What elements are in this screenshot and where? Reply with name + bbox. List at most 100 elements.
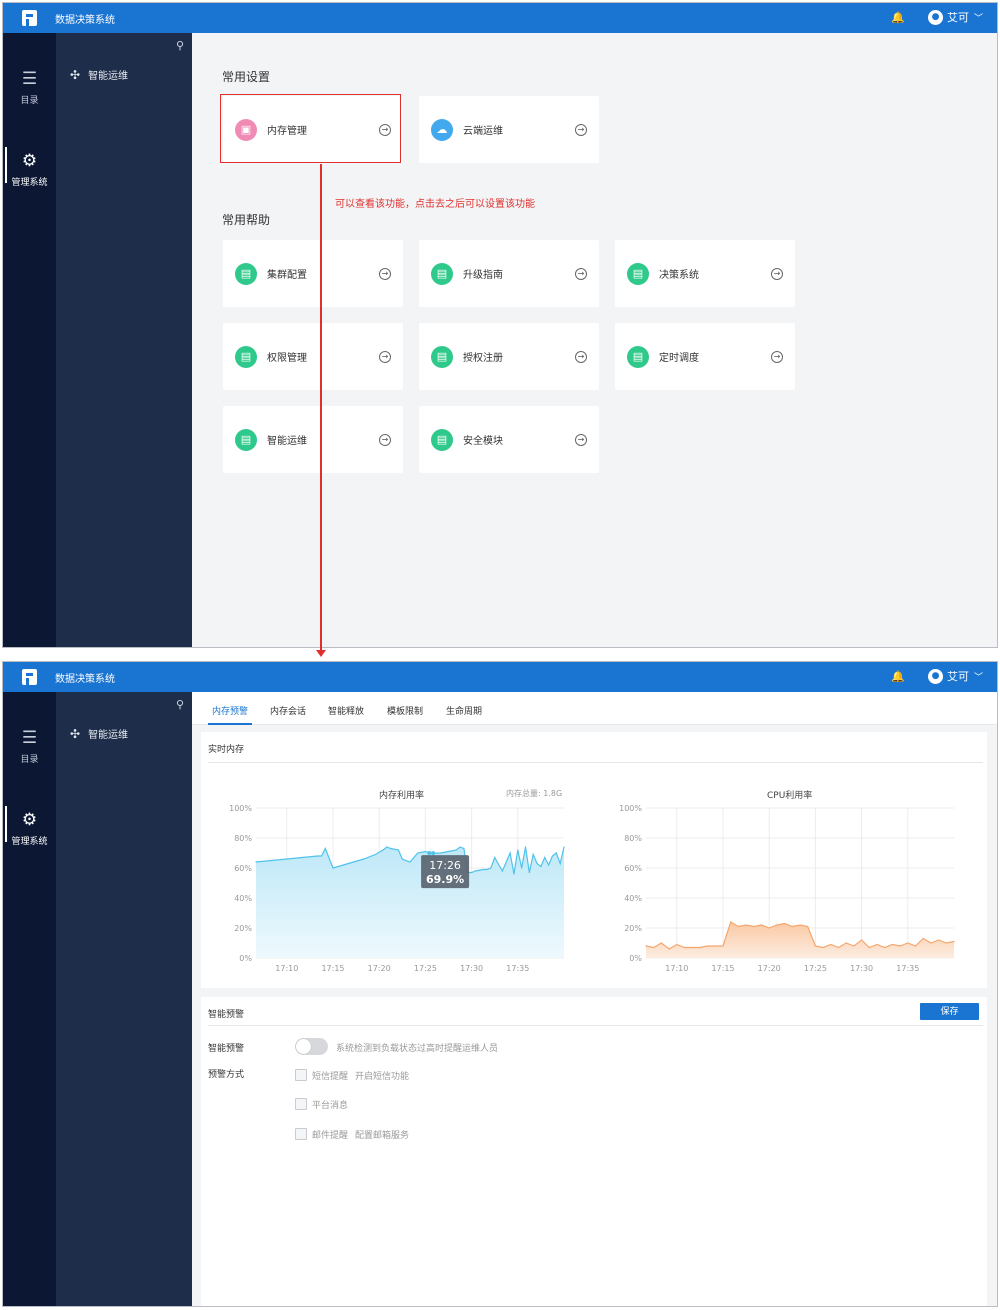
- gear-icon: ⚙: [21, 151, 38, 171]
- card-label: 智能运维: [267, 436, 307, 447]
- data-point: [363, 858, 365, 860]
- data-point: [938, 939, 940, 941]
- card-cluster-config[interactable]: ▤ 集群配置 →: [223, 240, 403, 307]
- user-name: 艾可: [947, 11, 969, 24]
- document-icon: ▤: [627, 262, 649, 285]
- rail-item-catalog[interactable]: ☰ 目录: [3, 69, 56, 106]
- rail-item-management[interactable]: ⚙ 管理系统: [3, 147, 56, 188]
- data-point: [953, 940, 955, 943]
- user-menu[interactable]: ● 艾可 ﹀: [928, 9, 983, 25]
- card-cloud-ops[interactable]: ☁ 云端运维 →: [419, 96, 599, 163]
- x-tick-label: 17:10: [275, 964, 298, 973]
- data-point: [551, 855, 554, 857]
- data-point: [528, 871, 530, 874]
- card-permission-management[interactable]: ▤ 权限管理 →: [223, 323, 403, 390]
- card-scheduled-tasks[interactable]: ▤ 定时调度 →: [615, 323, 795, 390]
- data-point: [807, 925, 809, 928]
- method-label: 预警方式: [208, 1070, 245, 1080]
- card-label: 决策系统: [659, 270, 699, 281]
- x-tick-label: 17:30: [850, 964, 873, 973]
- data-point: [490, 867, 492, 869]
- document-icon: ▤: [235, 262, 257, 285]
- card-label: 安全模块: [463, 436, 503, 447]
- x-tick-label: 17:15: [711, 964, 734, 973]
- card-smart-ops[interactable]: ▤ 智能运维 →: [223, 406, 403, 473]
- y-tick-label: 100%: [229, 804, 252, 813]
- card-license-registration[interactable]: ▤ 授权注册 →: [419, 323, 599, 390]
- data-point: [255, 861, 257, 863]
- top-bar: 数据决策系统 🔔 ● 艾可 ﹀: [3, 3, 997, 33]
- platform-message-checkbox[interactable]: [295, 1098, 307, 1110]
- rail-item-management[interactable]: ⚙ 管理系统: [3, 806, 56, 847]
- email-checkbox[interactable]: [295, 1128, 307, 1140]
- screenshot-home: 数据决策系统 🔔 ● 艾可 ﹀ ☰ 目录 ⚙ 管理系统 ⚲ ✣ 智能运维 ⋮⋮ …: [2, 2, 998, 648]
- tooltip-time: 17:26: [429, 859, 461, 872]
- data-point: [691, 946, 693, 949]
- data-point: [440, 852, 442, 854]
- email-config-link[interactable]: 配置邮箱服务: [355, 1131, 410, 1141]
- pin-icon[interactable]: ⚲: [175, 698, 184, 711]
- user-menu[interactable]: ● 艾可 ﹀: [928, 668, 983, 684]
- arrow-right-icon: →: [575, 267, 587, 280]
- y-tick-label: 80%: [624, 834, 642, 843]
- app-logo-icon[interactable]: [22, 10, 37, 26]
- data-point: [876, 943, 878, 946]
- app-logo-icon[interactable]: [22, 669, 37, 685]
- card-decision-system[interactable]: ▤ 决策系统 →: [615, 240, 795, 307]
- y-tick-label: 60%: [624, 864, 642, 873]
- card-label: 内存管理: [267, 126, 307, 137]
- data-point: [891, 943, 893, 946]
- subnav-item-ops[interactable]: ✣ 智能运维: [70, 726, 128, 742]
- data-point: [397, 849, 400, 851]
- subnav-item-ops[interactable]: ✣ 智能运维: [70, 67, 128, 83]
- bell-icon[interactable]: 🔔: [891, 11, 905, 24]
- data-point: [494, 856, 496, 859]
- data-point: [286, 858, 288, 860]
- series-line: [255, 846, 565, 875]
- sms-checkbox[interactable]: [295, 1069, 307, 1081]
- cpu-usage-chart: 0% 20% 40% 60% 80% 100% 17:10 17:15 17:20 17:25 17…: [619, 804, 955, 973]
- sub-nav: ⚲ ✣ 智能运维: [56, 692, 192, 1306]
- data-point: [645, 945, 647, 947]
- x-tick-label: 17:35: [896, 964, 919, 973]
- sms-enable-link[interactable]: 开启短信功能: [355, 1072, 410, 1082]
- tab-template-limits[interactable]: 模板限制: [387, 707, 424, 717]
- document-icon: ▤: [235, 345, 257, 368]
- data-point: [745, 924, 747, 926]
- memory-usage-chart: 0% 20% 40% 60% 80% 100% 17:10 17:15 17:20 17:25 17…: [229, 804, 565, 973]
- arrow-right-icon: →: [379, 350, 391, 363]
- tab-memory-warning[interactable]: 内存预警: [207, 704, 253, 725]
- y-tick-label: 0%: [629, 954, 642, 963]
- data-point: [509, 852, 511, 854]
- save-button[interactable]: 保存: [920, 1003, 979, 1020]
- card-security-module[interactable]: ▤ 安全模块 →: [419, 406, 599, 473]
- x-tick-label: 17:20: [368, 964, 391, 973]
- data-point: [270, 859, 272, 862]
- data-point: [753, 925, 755, 928]
- data-point: [822, 946, 824, 949]
- data-point: [409, 861, 411, 863]
- data-point: [544, 856, 546, 859]
- pin-icon[interactable]: ⚲: [175, 39, 184, 52]
- card-memory-management[interactable]: ▣ 内存管理 →: [223, 96, 403, 163]
- rail-item-catalog[interactable]: ☰ 目录: [3, 728, 56, 765]
- screenshot-memory-management: 数据决策系统 🔔 ● 艾可 ﹀ ☰ 目录 ⚙ 管理系统 ⚲ ✣ 智能运维 ⋮⋮ …: [2, 661, 998, 1307]
- avatar: ●: [928, 9, 943, 25]
- tooltip-value: 69.9%: [426, 873, 464, 886]
- card-upgrade-guide[interactable]: ▤ 升级指南 →: [419, 240, 599, 307]
- warning-toggle[interactable]: [295, 1038, 328, 1055]
- hover-point: [431, 851, 436, 856]
- tab-smart-release[interactable]: 智能释放: [328, 707, 365, 717]
- tab-memory-sessions[interactable]: 内存会话: [270, 707, 307, 717]
- cpu-chart-title: CPU利用率: [767, 791, 813, 801]
- data-point: [668, 948, 670, 950]
- avatar: ●: [928, 668, 943, 684]
- arrow-right-icon: →: [575, 433, 587, 446]
- chevron-down-icon: ﹀: [974, 13, 984, 24]
- toggle-description: 系统检测到负载状态过高时提醒运维人员: [336, 1044, 499, 1054]
- y-tick-label: 20%: [624, 924, 642, 933]
- bell-icon[interactable]: 🔔: [891, 670, 905, 683]
- arrow-right-icon: →: [379, 433, 391, 446]
- tab-lifecycle[interactable]: 生命周期: [446, 707, 483, 717]
- data-point: [555, 852, 557, 854]
